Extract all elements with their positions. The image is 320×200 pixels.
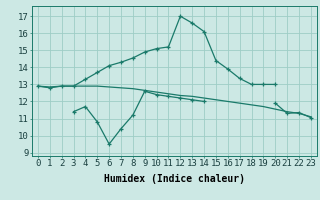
X-axis label: Humidex (Indice chaleur): Humidex (Indice chaleur)	[104, 174, 245, 184]
